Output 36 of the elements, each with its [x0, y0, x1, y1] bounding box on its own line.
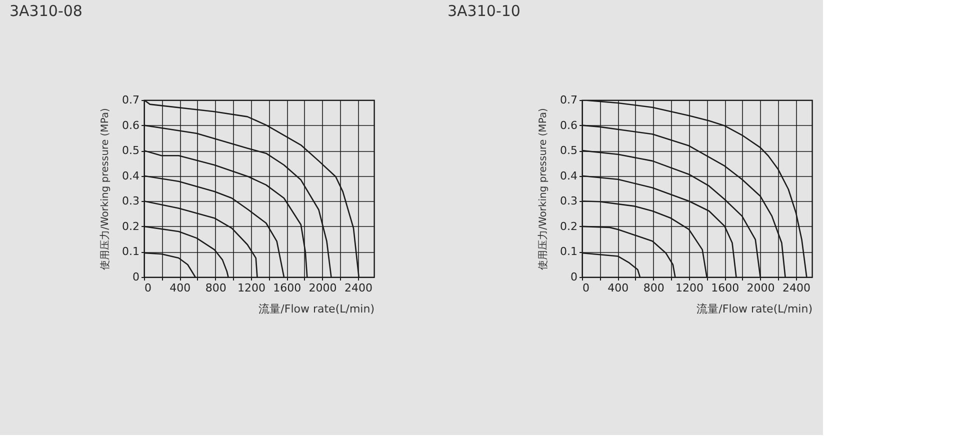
y-tick-label: 0.1: [122, 245, 140, 258]
y-tick-label: 0.6: [560, 118, 578, 132]
x-tick-label: 1600: [273, 282, 302, 294]
y-tick-label: 0.6: [122, 118, 140, 132]
y-tick-label: 0.5: [122, 144, 140, 158]
x-tick-label: 1200: [675, 282, 704, 294]
x-tick-label: 2000: [746, 282, 775, 294]
x-tick-label: 0: [144, 282, 152, 294]
x-axis-title: 流量/Flow rate(L/min): [258, 302, 374, 316]
x-tick-label: 400: [608, 282, 629, 294]
chart-title: 3A310-10: [448, 2, 520, 20]
y-tick-label: 0.4: [122, 169, 140, 182]
x-tick-label: 2400: [344, 282, 372, 294]
x-axis-title: 流量/Flow rate(L/min): [696, 302, 812, 316]
y-tick-label: 0.3: [560, 194, 578, 208]
x-tick-label: 0: [582, 282, 590, 294]
y-axis-title: 使用压力/Working pressure (MPa): [99, 108, 112, 270]
y-tick-label: 0.3: [122, 194, 140, 208]
y-tick-label: 0: [132, 270, 140, 284]
y-tick-label: 0.4: [560, 169, 578, 182]
x-tick-label: 1200: [237, 282, 266, 294]
x-tick-label: 2000: [308, 282, 337, 294]
y-tick-label: 0.7: [122, 94, 140, 106]
y-tick-label: 0: [570, 270, 578, 284]
x-tick-label: 800: [643, 282, 664, 294]
y-tick-label: 0.7: [560, 94, 578, 106]
chart-title: 3A310-08: [10, 2, 82, 20]
y-axis-title: 使用压力/Working pressure (MPa): [537, 108, 550, 270]
y-tick-label: 0.2: [560, 220, 578, 233]
x-tick-label: 800: [205, 282, 226, 294]
y-tick-label: 0.2: [122, 220, 140, 233]
y-tick-label: 0.5: [560, 144, 578, 158]
x-tick-label: 400: [170, 282, 191, 294]
x-tick-label: 1600: [711, 282, 740, 294]
y-tick-label: 0.1: [560, 245, 578, 258]
x-tick-label: 2400: [782, 282, 810, 294]
